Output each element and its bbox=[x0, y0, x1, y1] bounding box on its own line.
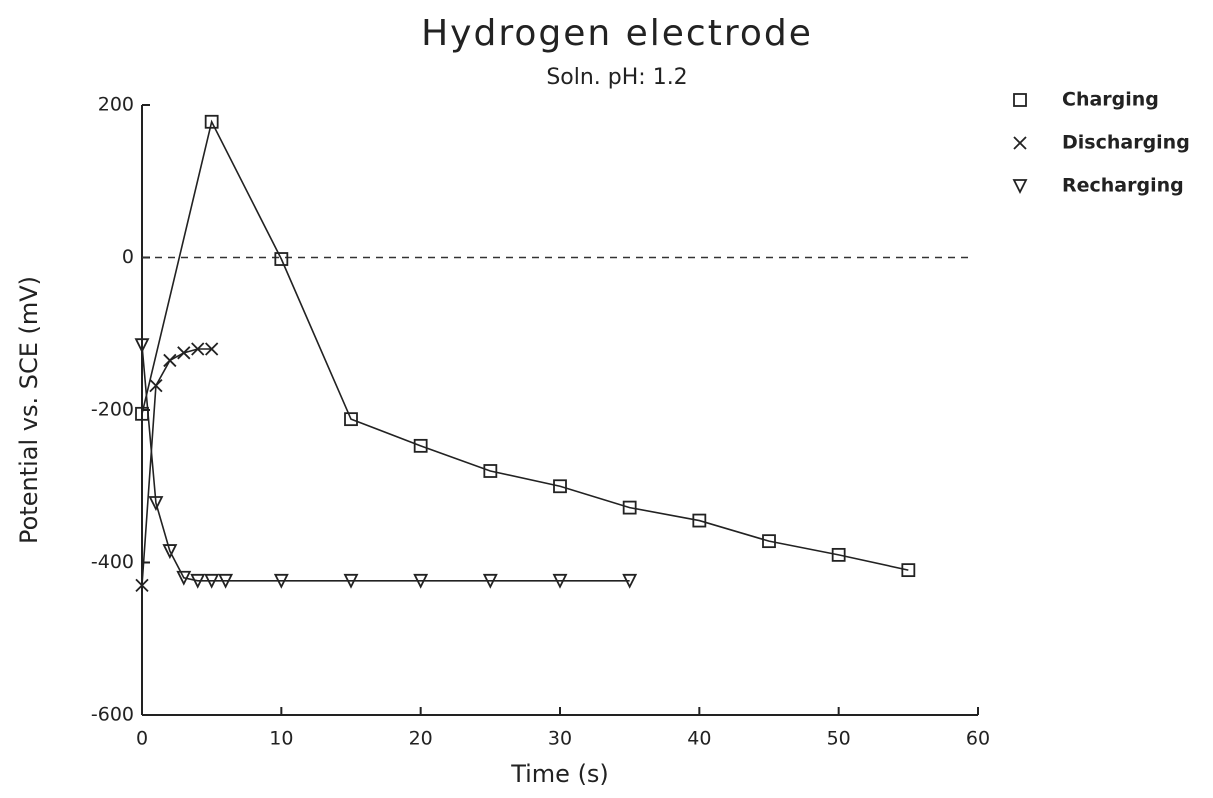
y-tick-label: 0 bbox=[122, 246, 134, 268]
legend-marker bbox=[1012, 179, 1028, 195]
x-tick-label: 10 bbox=[269, 728, 293, 750]
y-axis-label: Potential vs. SCE (mV) bbox=[15, 276, 43, 544]
x-tick-label: 50 bbox=[827, 728, 851, 750]
data-point bbox=[190, 573, 206, 589]
data-point bbox=[191, 342, 205, 356]
data-point bbox=[901, 563, 916, 578]
y-tick-label: -200 bbox=[91, 399, 134, 421]
data-point bbox=[413, 573, 429, 589]
data-point bbox=[177, 346, 191, 360]
data-point bbox=[218, 573, 234, 589]
legend-label: Discharging bbox=[1062, 132, 1190, 154]
data-point bbox=[163, 353, 177, 368]
y-tick-label: -400 bbox=[91, 551, 134, 573]
data-point bbox=[343, 573, 359, 589]
y-tick-label: 200 bbox=[98, 94, 134, 116]
x-tick-label: 20 bbox=[409, 728, 433, 750]
data-point bbox=[413, 438, 428, 453]
chart-subtitle: Soln. pH: 1.2 bbox=[546, 65, 687, 90]
data-point bbox=[205, 342, 219, 356]
data-point bbox=[149, 378, 163, 393]
data-point bbox=[274, 252, 289, 266]
data-point bbox=[204, 573, 220, 589]
data-point bbox=[148, 496, 164, 512]
data-point bbox=[162, 544, 178, 560]
series-line bbox=[141, 119, 909, 571]
x-tick-label: 0 bbox=[136, 728, 148, 750]
x-tick-label: 60 bbox=[966, 728, 990, 750]
legend-marker bbox=[1013, 136, 1027, 150]
legend-label: Recharging bbox=[1062, 175, 1184, 197]
x-tick-label: 30 bbox=[548, 728, 572, 750]
series-line bbox=[141, 348, 212, 586]
data-point bbox=[483, 464, 498, 478]
data-point bbox=[622, 500, 637, 515]
data-point bbox=[831, 547, 846, 562]
legend-label: Charging bbox=[1062, 89, 1159, 111]
data-point bbox=[692, 513, 707, 528]
data-point bbox=[622, 573, 638, 589]
data-point bbox=[762, 534, 776, 549]
data-point bbox=[553, 479, 567, 494]
legend-marker bbox=[1013, 93, 1027, 107]
data-point bbox=[344, 412, 358, 427]
data-point bbox=[176, 570, 192, 586]
series-line bbox=[141, 345, 630, 582]
data-point bbox=[482, 573, 498, 589]
data-point bbox=[552, 573, 568, 589]
data-point bbox=[135, 578, 149, 593]
x-tick-label: 40 bbox=[687, 728, 711, 750]
x-axis-label: Time (s) bbox=[510, 760, 609, 788]
data-point bbox=[204, 114, 219, 129]
y-tick-label: -600 bbox=[91, 704, 134, 726]
chart-title: Hydrogen electrode bbox=[421, 13, 813, 54]
data-point bbox=[273, 573, 289, 589]
data-point bbox=[134, 338, 150, 354]
